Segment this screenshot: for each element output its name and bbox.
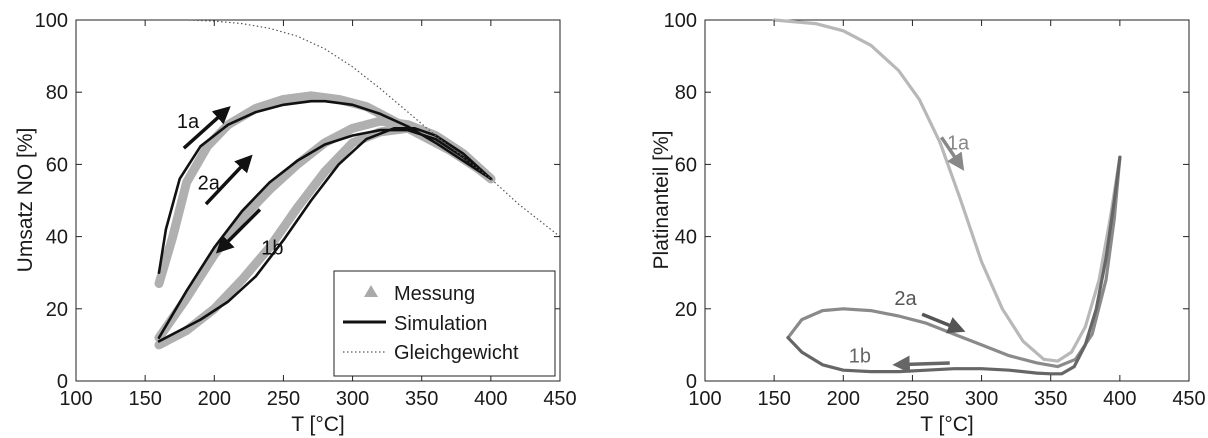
left-annotation-1b: 1b bbox=[261, 237, 283, 259]
left-x-tick-label: 250 bbox=[267, 388, 300, 410]
left-series-simulation-branch-3 bbox=[157, 127, 493, 343]
right-y-tick-label: 80 bbox=[675, 82, 697, 104]
right-annotation-1b: 1b bbox=[849, 346, 871, 368]
left-x-tick-label: 200 bbox=[198, 388, 231, 410]
right-annotation-layer: 1a 2a 1b bbox=[849, 133, 970, 374]
right-y-tick-label: 40 bbox=[675, 227, 697, 249]
right-arrow-1b bbox=[892, 355, 950, 374]
right-y-tick-label: 100 bbox=[664, 10, 697, 32]
left-y-tick-label: 20 bbox=[46, 299, 68, 321]
right-y-axis-label: Platinanteil [%] bbox=[650, 131, 673, 270]
right-y-tick-label: 0 bbox=[686, 371, 697, 393]
left-annotation-1a: 1a bbox=[177, 111, 200, 133]
right-arrow-1a bbox=[940, 136, 965, 171]
legend-messung-marker bbox=[364, 285, 378, 297]
left-y-tick-label: 60 bbox=[46, 154, 68, 176]
right-y-tick-label: 60 bbox=[675, 154, 697, 176]
right-y-tick-label: 20 bbox=[675, 299, 697, 321]
right-x-tick-label: 200 bbox=[827, 388, 860, 410]
legend-simulation-label: Simulation bbox=[394, 313, 487, 335]
left-x-axis-label: T [°C] bbox=[291, 413, 345, 436]
left-y-tick-label: 40 bbox=[46, 227, 68, 249]
right-series-1a-branch-1 bbox=[772, 18, 1122, 363]
left-x-tick-label: 300 bbox=[336, 388, 369, 410]
right-x-tick-label: 150 bbox=[757, 388, 790, 410]
left-x-tick-label: 150 bbox=[128, 388, 161, 410]
right-x-tick-label: 350 bbox=[1034, 388, 1067, 410]
legend: Messung Simulation Gleichgewicht bbox=[333, 270, 556, 377]
right-arrow-2a bbox=[921, 312, 966, 334]
left-x-ticks: 100 150 200 250 300 350 400 450 bbox=[59, 20, 577, 410]
right-series-2a-branch-1 bbox=[786, 155, 1122, 369]
left-y-axis-label: Umsatz NO [%] bbox=[14, 128, 37, 273]
legend-messung-label: Messung bbox=[394, 283, 475, 305]
right-annotation-2a: 2a bbox=[894, 288, 917, 310]
left-x-tick-label: 450 bbox=[543, 388, 576, 410]
left-x-tick-label: 350 bbox=[405, 388, 438, 410]
right-y-ticks: 0 20 40 60 80 100 bbox=[664, 10, 1189, 393]
left-arrow-1a bbox=[182, 106, 231, 150]
left-y-tick-label: 80 bbox=[46, 82, 68, 104]
right-series-1b-branch-1 bbox=[786, 155, 1122, 376]
right-x-tick-label: 450 bbox=[1172, 388, 1205, 410]
left-y-tick-label: 0 bbox=[57, 371, 68, 393]
right-x-tick-label: 250 bbox=[896, 388, 929, 410]
left-annotation-2a: 2a bbox=[198, 172, 221, 194]
left-y-tick-label: 100 bbox=[35, 10, 68, 32]
left-y-ticks: 0 20 40 60 80 100 bbox=[35, 10, 560, 393]
right-chart: 1a 2a 1b 100 150 200 250 300 350 400 450 0 20 40 60 8… bbox=[650, 10, 1206, 436]
left-series-simulation-branch-2 bbox=[157, 128, 493, 339]
right-x-tick-label: 300 bbox=[965, 388, 998, 410]
left-chart: 1a 2a 1b 100 150 200 250 300 350 400 450 0 20 40 60 8… bbox=[14, 10, 577, 436]
left-arrow-2a bbox=[204, 154, 253, 206]
right-x-tick-label: 100 bbox=[688, 388, 721, 410]
right-x-axis-label: T [°C] bbox=[920, 413, 974, 436]
left-x-tick-label: 100 bbox=[59, 388, 92, 410]
right-annotation-1a: 1a bbox=[947, 133, 970, 155]
left-arrow-1b bbox=[215, 208, 262, 254]
left-x-tick-label: 400 bbox=[474, 388, 507, 410]
legend-gleichgewicht-label: Gleichgewicht bbox=[394, 342, 519, 364]
right-x-ticks: 100 150 200 250 300 350 400 450 bbox=[688, 20, 1206, 410]
left-annotation-layer: 1a 2a 1b bbox=[177, 106, 283, 259]
right-series-layer bbox=[772, 18, 1122, 376]
right-x-tick-label: 400 bbox=[1103, 388, 1136, 410]
left-series-layer bbox=[145, 19, 561, 350]
